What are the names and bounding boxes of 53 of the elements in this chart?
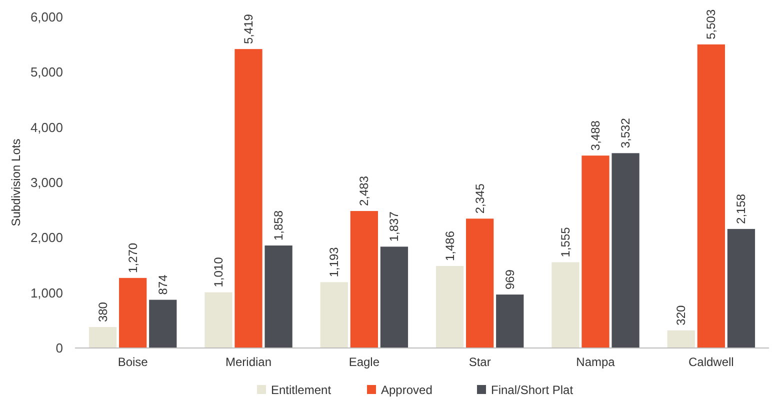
bar xyxy=(552,262,580,348)
data-label: 3,488 xyxy=(588,120,602,151)
x-tick-label: Star xyxy=(468,355,491,369)
data-label: 1,555 xyxy=(558,226,572,258)
data-label: 1,270 xyxy=(126,242,140,273)
bar xyxy=(727,228,756,348)
bar xyxy=(204,292,232,348)
legend-label: Final/Short Plat xyxy=(491,383,574,398)
data-label: 1,858 xyxy=(272,210,286,240)
bar xyxy=(612,153,640,348)
y-tick-label: 3,000 xyxy=(30,175,63,190)
y-tick-label: 1,000 xyxy=(30,285,63,300)
data-label: 969 xyxy=(502,269,517,290)
data-label: 1,010 xyxy=(211,256,226,288)
legend-label: Entitlement xyxy=(271,383,332,398)
x-tick-label: Boise xyxy=(118,355,148,369)
data-label: 874 xyxy=(156,274,170,295)
bar xyxy=(667,330,695,348)
data-label: 1,193 xyxy=(327,246,342,278)
bar xyxy=(119,278,147,348)
y-tick-label: 5,000 xyxy=(30,64,63,80)
y-tick-label: 4,000 xyxy=(30,120,63,135)
data-label: 1,837 xyxy=(387,211,402,242)
y-axis-title: Subdivision Lots xyxy=(9,138,23,226)
x-tick-label: Caldwell xyxy=(688,355,734,369)
x-tick-label: Nampa xyxy=(576,355,616,369)
bar xyxy=(264,246,292,348)
x-tick-label: Eagle xyxy=(348,355,380,369)
bar xyxy=(149,300,177,348)
bar xyxy=(88,327,117,348)
bar xyxy=(234,49,262,348)
data-label: 5,503 xyxy=(704,9,718,40)
bar xyxy=(350,211,378,348)
data-label: 2,158 xyxy=(734,194,748,224)
bar xyxy=(466,218,494,348)
data-label: 3,532 xyxy=(618,118,633,148)
data-label: 2,345 xyxy=(472,183,487,214)
x-tick-label: Meridian xyxy=(225,355,272,369)
data-label: 1,486 xyxy=(442,230,457,262)
y-tick-label: 0 xyxy=(56,340,63,356)
bar xyxy=(582,156,610,348)
data-label: 320 xyxy=(674,305,688,326)
bar xyxy=(320,282,348,348)
bar xyxy=(436,266,464,348)
legend-label: Approved xyxy=(381,383,432,398)
y-tick-label: 2,000 xyxy=(30,230,63,246)
data-label: 5,419 xyxy=(242,14,256,44)
bar xyxy=(380,246,408,348)
bar xyxy=(697,44,725,348)
y-tick-label: 6,000 xyxy=(30,10,63,25)
data-label: 380 xyxy=(96,302,110,322)
data-label: 2,483 xyxy=(357,176,372,206)
bar xyxy=(496,294,524,348)
